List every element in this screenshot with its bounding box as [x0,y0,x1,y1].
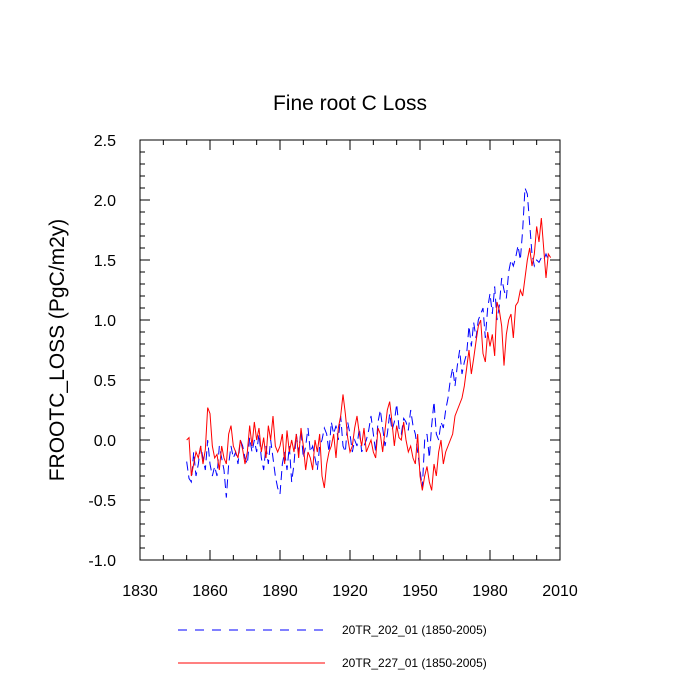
y-tick-label: 1.5 [94,253,116,270]
series-line-2 [186,217,552,491]
y-tick-label: 0.5 [94,373,116,390]
legend: 20TR_202_01 (1850-2005) 20TR_227_01 (1850… [178,623,487,670]
plot-area [186,187,552,498]
x-tick-label: 1890 [262,583,298,600]
y-tick-label: 1.0 [94,313,116,330]
x-tick-label: 1830 [122,583,158,600]
legend-label-1: 20TR_202_01 (1850-2005) [342,623,487,637]
x-tick-label: 1980 [472,583,508,600]
plot-frame [139,139,561,561]
y-tick-label: -1.0 [88,553,116,570]
tick-marks [139,139,561,561]
x-tick-labels: 1830 1860 1890 1920 1950 1980 2010 [122,583,578,600]
y-tick-label: 2.0 [94,193,116,210]
series-line-1 [186,187,549,498]
y-axis-label: FROOTC_LOSS (PgC/m2y) [46,219,69,482]
legend-label-2: 20TR_227_01 (1850-2005) [342,656,487,670]
y-tick-label: 0.0 [94,433,116,450]
x-tick-label: 1860 [192,583,228,600]
y-tick-labels: -1.0 -0.5 0.0 0.5 1.0 1.5 2.0 2.5 [88,133,116,570]
x-tick-label: 1950 [402,583,438,600]
chart-title: Fine root C Loss [273,92,427,115]
x-tick-label: 1920 [332,583,368,600]
axis-ticks [139,139,561,561]
y-tick-label: -0.5 [88,493,116,510]
x-tick-label: 2010 [542,583,578,600]
y-tick-label: 2.5 [94,133,116,150]
